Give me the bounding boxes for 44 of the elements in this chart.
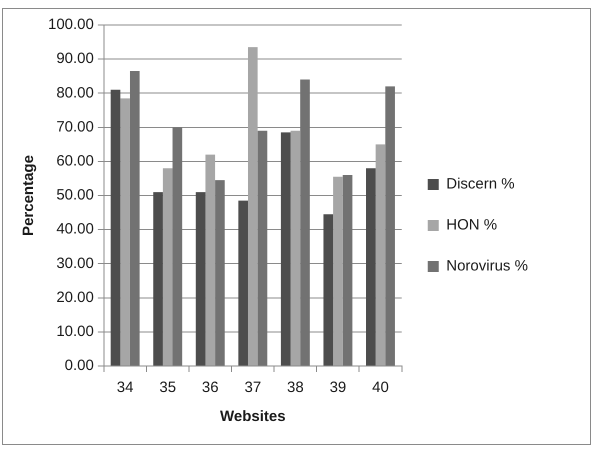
bar	[110, 90, 120, 366]
x-tick-label: 34	[116, 379, 134, 396]
bar	[130, 71, 140, 366]
y-axis-title: Percentage	[20, 155, 38, 236]
x-tick-label: 39	[330, 379, 346, 396]
x-tick-label: 38	[287, 379, 304, 396]
bar	[120, 98, 130, 366]
x-tick-label: 37	[244, 379, 262, 396]
x-tick-label: 35	[159, 379, 176, 396]
x-tick-label: 36	[202, 379, 219, 396]
bar	[366, 168, 376, 366]
y-tick-label: 60.00	[56, 152, 94, 170]
bar	[323, 214, 334, 366]
bar	[280, 132, 291, 366]
x-axis-title: Websites	[220, 408, 286, 426]
bar	[162, 168, 173, 366]
bar	[248, 47, 258, 366]
bar	[172, 127, 182, 366]
legend-label: Discern %	[446, 176, 515, 193]
y-tick-label: 80.00	[56, 84, 94, 102]
bar	[215, 180, 225, 366]
legend-label: Norovirus %	[446, 258, 528, 275]
bar	[238, 200, 248, 366]
y-tick-label: 70.00	[56, 118, 94, 136]
bar	[300, 80, 310, 366]
y-tick-label: 0.00	[64, 357, 94, 374]
bar	[205, 154, 216, 366]
y-tick-label: 10.00	[56, 323, 94, 340]
y-tick-label: 50.00	[56, 186, 94, 204]
bar	[342, 175, 352, 366]
bar	[333, 176, 343, 366]
y-tick-label: 30.00	[56, 254, 94, 272]
bar	[376, 144, 386, 366]
y-tick-label: 40.00	[56, 220, 94, 238]
bar	[258, 130, 268, 366]
bar	[153, 192, 163, 366]
y-tick-label: 100.00	[48, 16, 94, 34]
legend-label: HON %	[446, 216, 498, 234]
bar	[290, 130, 300, 366]
bar	[196, 192, 206, 366]
y-tick-label: 20.00	[56, 288, 94, 306]
bar	[385, 86, 395, 366]
x-tick-label: 40	[372, 379, 389, 396]
y-tick-label: 90.00	[56, 50, 94, 68]
